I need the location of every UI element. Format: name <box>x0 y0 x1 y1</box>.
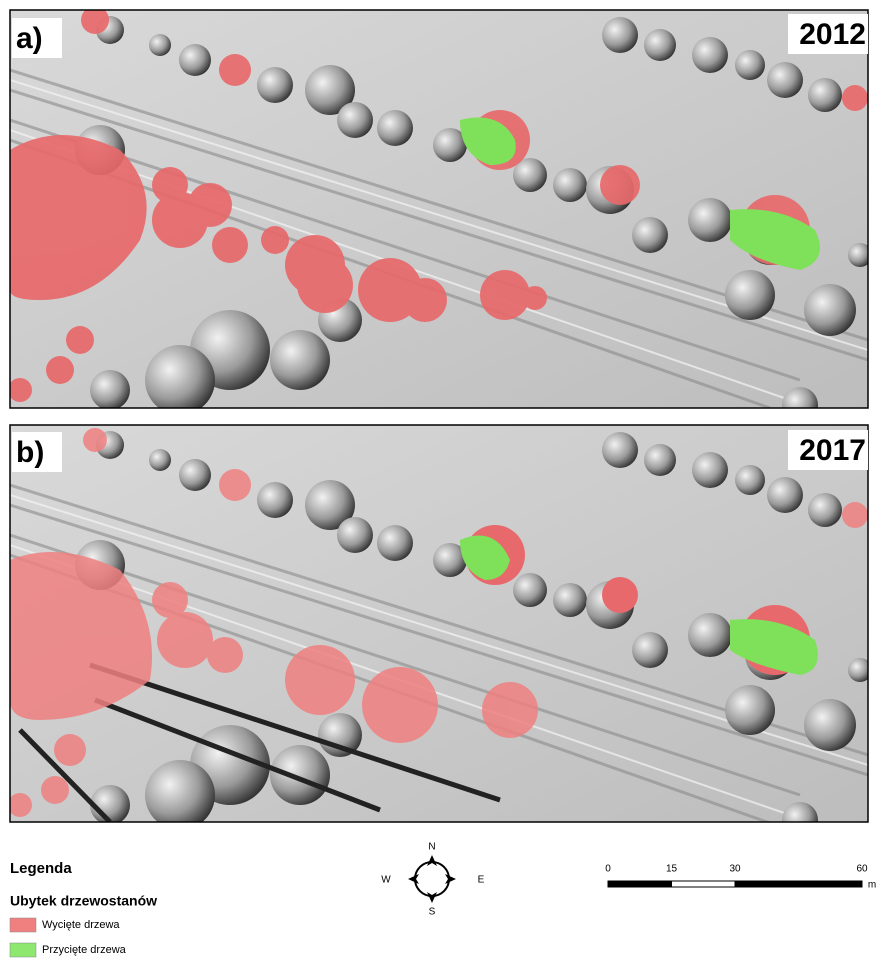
map-panel-b <box>8 425 872 838</box>
panel-label: b) <box>16 436 44 469</box>
compass-e: E <box>478 875 485 886</box>
scale-label: 30 <box>729 864 741 875</box>
scale-label: 15 <box>666 864 678 875</box>
compass-n: N <box>428 842 435 853</box>
scale-segment <box>608 881 672 887</box>
compass-s: S <box>429 907 436 918</box>
page: {"panels": [ {"label": "a)", "year": "20… <box>0 0 878 958</box>
scale-label: 0 <box>605 864 611 875</box>
panel-year: 2012 <box>799 18 866 51</box>
legend-items: Wycięte drzewa Przycięte drzewa <box>10 918 127 957</box>
scale-segment <box>735 881 862 887</box>
compass: N E S W <box>381 842 484 918</box>
panel-label: a) <box>16 22 43 55</box>
legend-label: Przycięte drzewa <box>42 944 127 956</box>
legend-swatch <box>10 943 36 957</box>
compass-w: W <box>381 875 391 886</box>
panel-year: 2017 <box>799 434 866 467</box>
scale-segment <box>672 881 736 887</box>
figure: a) 2012 b) 2017 Legenda Ubytek drzewosta… <box>0 0 878 958</box>
legend-swatch <box>10 918 36 932</box>
legend-subtitle: Ubytek drzewostanów <box>10 893 157 909</box>
scale-bar: 0 15 30 60m <box>605 864 876 891</box>
scale-label: 60 <box>856 864 868 875</box>
map-panel-a <box>8 6 872 423</box>
legend-title: Legenda <box>10 860 72 877</box>
legend-label: Wycięte drzewa <box>42 919 120 931</box>
scale-unit: m <box>868 880 876 891</box>
